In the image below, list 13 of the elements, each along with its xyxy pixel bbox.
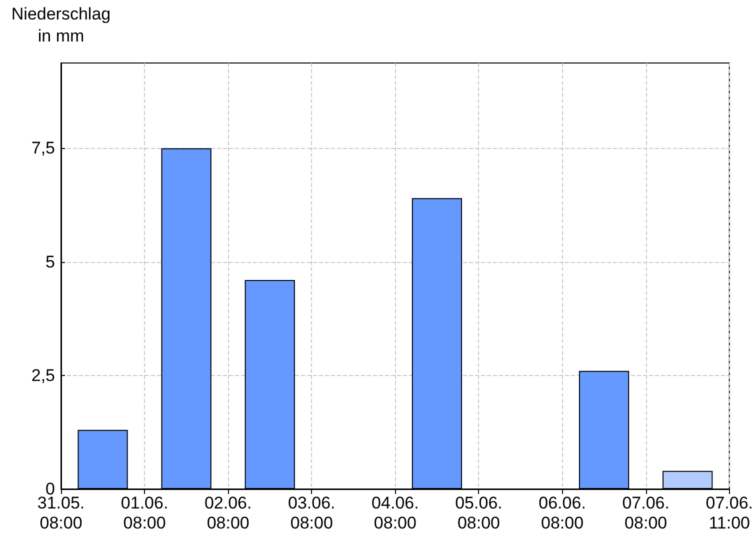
x-tick-label: 07.06. 11:00: [706, 494, 753, 532]
x-tick-label: 31.05. 08:00: [37, 494, 85, 532]
x-tick-label: 01.06. 08:00: [120, 494, 168, 532]
x-tick-label: 07.06. 08:00: [622, 494, 670, 532]
y-tick-label: 5: [46, 252, 55, 272]
y-axis-title: Niederschlag in mm: [11, 4, 111, 46]
x-tick-label: 02.06. 08:00: [204, 494, 252, 532]
y-tick-label: 2,5: [31, 366, 55, 385]
y-tick-label: 7,5: [31, 138, 55, 158]
x-tick-label: 05.06. 08:00: [455, 494, 502, 532]
x-tick-label: 03.06. 08:00: [288, 494, 336, 532]
x-tick-label: 04.06. 08:00: [372, 494, 419, 532]
x-tick-label: 06.06. 08:00: [538, 494, 586, 532]
